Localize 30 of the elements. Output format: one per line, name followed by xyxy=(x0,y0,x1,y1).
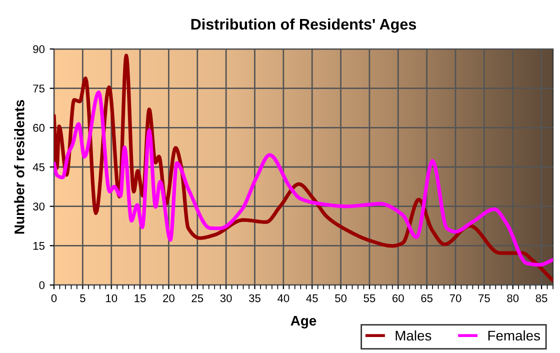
legend-label: Males xyxy=(396,330,432,341)
y-tick-label: 60 xyxy=(33,124,45,132)
x-tick-label: 25 xyxy=(192,294,204,302)
x-tick-label: 15 xyxy=(134,294,146,302)
x-tick-label: 65 xyxy=(421,294,433,302)
y-tick-label: 75 xyxy=(33,84,45,92)
chart-title: Distribution of Residents' Ages xyxy=(191,18,416,33)
y-tick-label: 90 xyxy=(33,45,45,54)
x-axis-title: Age xyxy=(290,316,316,328)
x-tick-label: 55 xyxy=(364,294,376,302)
y-axis-title: Number of residents xyxy=(14,100,24,234)
x-tick-label: 85 xyxy=(536,294,548,302)
x-tick-label: 70 xyxy=(450,294,462,302)
y-tick-label: 30 xyxy=(33,202,45,210)
y-tick-label: 15 xyxy=(33,242,45,250)
x-tick-label: 10 xyxy=(106,294,118,302)
x-tick-label: 75 xyxy=(478,294,490,302)
y-tick-label: 45 xyxy=(32,163,45,172)
x-tick-label: 45 xyxy=(306,294,318,302)
x-tick-label: 50 xyxy=(335,294,347,302)
y-tick-label: 0 xyxy=(39,281,45,290)
x-tick-label: 35 xyxy=(248,294,260,302)
x-tick-label: 30 xyxy=(220,294,232,302)
x-tick-label: 20 xyxy=(163,294,174,302)
x-tick-label: 0 xyxy=(51,294,57,302)
x-tick-label: 80 xyxy=(507,294,519,302)
x-tick-label: 60 xyxy=(392,294,404,302)
x-tick-label: 40 xyxy=(278,294,290,302)
legend-label: Females xyxy=(488,330,540,341)
x-tick-label: 5 xyxy=(80,294,86,302)
